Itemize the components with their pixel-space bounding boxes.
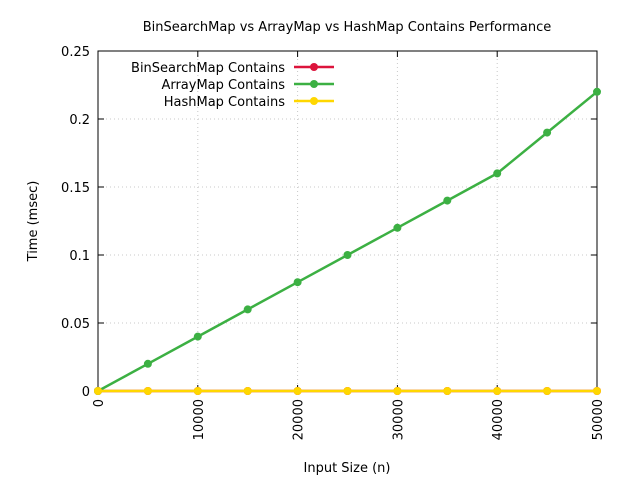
data-point [443, 387, 452, 395]
legend: BinSearchMap Contains ArrayMap Contains Ha… [131, 61, 334, 110]
data-point [94, 387, 102, 395]
legend-swatch-point [310, 80, 318, 88]
legend-label: BinSearchMap Contains [131, 61, 285, 76]
data-point [393, 387, 402, 395]
y-axis-label: Time (msec) [26, 181, 41, 263]
data-point [393, 223, 402, 232]
data-point [493, 169, 502, 178]
x-tick-label: 20000 [292, 399, 307, 440]
x-tick-label: 0 [92, 399, 107, 407]
x-tick-label: 10000 [192, 399, 207, 440]
legend-swatch-point [310, 63, 318, 71]
data-point [593, 387, 601, 395]
y-tick-label: 0 [82, 385, 90, 400]
data-point [243, 387, 252, 395]
series-group [94, 87, 601, 395]
data-point [193, 387, 202, 395]
data-point [143, 359, 152, 368]
series-line [97, 90, 598, 393]
legend-label: ArrayMap Contains [161, 78, 285, 93]
x-tick-label: 30000 [391, 399, 406, 440]
data-point [293, 278, 302, 287]
data-point [343, 251, 352, 259]
legend-label: HashMap Contains [164, 95, 286, 110]
y-tick-label: 0.15 [61, 181, 90, 196]
data-point [443, 196, 452, 205]
data-point [343, 387, 352, 395]
y-tick-label: 0.2 [69, 113, 90, 128]
data-point [243, 305, 252, 314]
y-tick-label: 0.05 [61, 317, 90, 332]
data-point [193, 332, 202, 341]
chart-title: BinSearchMap vs ArrayMap vs HashMap Cont… [143, 20, 552, 35]
x-axis-label: Input Size (n) [304, 461, 391, 476]
axis-ticks: 0 0.05 0.1 0.15 0.2 0.25 0 10000 20000 30000 40000… [61, 45, 606, 440]
data-point [293, 387, 302, 395]
y-tick-label: 0.25 [61, 45, 90, 60]
data-point [543, 387, 552, 395]
data-point [593, 87, 601, 96]
x-tick-label: 50000 [591, 399, 606, 440]
grid [98, 51, 597, 391]
data-point [143, 387, 152, 395]
data-point [543, 128, 552, 137]
data-point [493, 387, 502, 395]
x-tick-label: 40000 [491, 399, 506, 440]
y-tick-label: 0.1 [69, 249, 90, 264]
legend-swatch-point [310, 97, 318, 105]
